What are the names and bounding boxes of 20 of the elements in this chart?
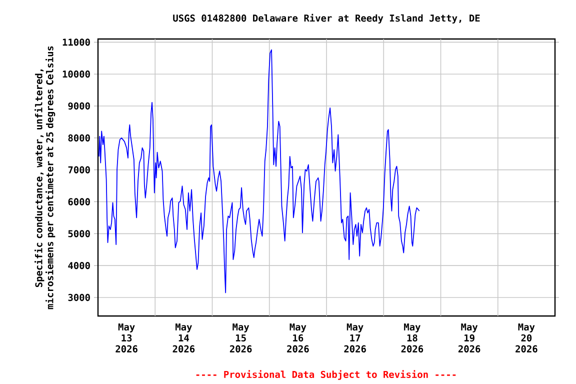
y-tick-label: 8000 xyxy=(68,134,90,142)
text: ---- Provisional Data Subject to Revision ---- xyxy=(196,370,456,380)
x-tick-label: May 13 2026 xyxy=(116,324,138,352)
x-tick-label: May 18 2026 xyxy=(401,324,424,352)
y-tick-label: 5000 xyxy=(68,230,90,238)
x-tick-label: May 19 2026 xyxy=(458,324,480,352)
y-tick-label: 6000 xyxy=(68,198,90,206)
y-tick-label: 4000 xyxy=(68,262,90,270)
chart-title: USGS 01482800 Delaware River at Reedy Island Jetty, DE xyxy=(173,14,480,24)
y-tick-label: 10000 xyxy=(62,70,90,78)
y-tick-label: 9000 xyxy=(68,102,90,110)
x-tick-label: May 20 2026 xyxy=(516,324,538,352)
y-tick-label: 11000 xyxy=(62,38,90,46)
y-tick-label: 7000 xyxy=(68,166,90,174)
y-tick-label: 3000 xyxy=(68,294,90,302)
x-tick-label: May 16 2026 xyxy=(287,324,309,352)
x-tick-label: May 14 2026 xyxy=(172,324,195,352)
x-tick-label: May 15 2026 xyxy=(230,324,252,352)
x-tick-label: May 17 2026 xyxy=(344,324,366,352)
y-axis-title: Specific conductance, water, unfiltered, microsiemens per centimeter at 25 degrees Celsius xyxy=(34,46,56,310)
